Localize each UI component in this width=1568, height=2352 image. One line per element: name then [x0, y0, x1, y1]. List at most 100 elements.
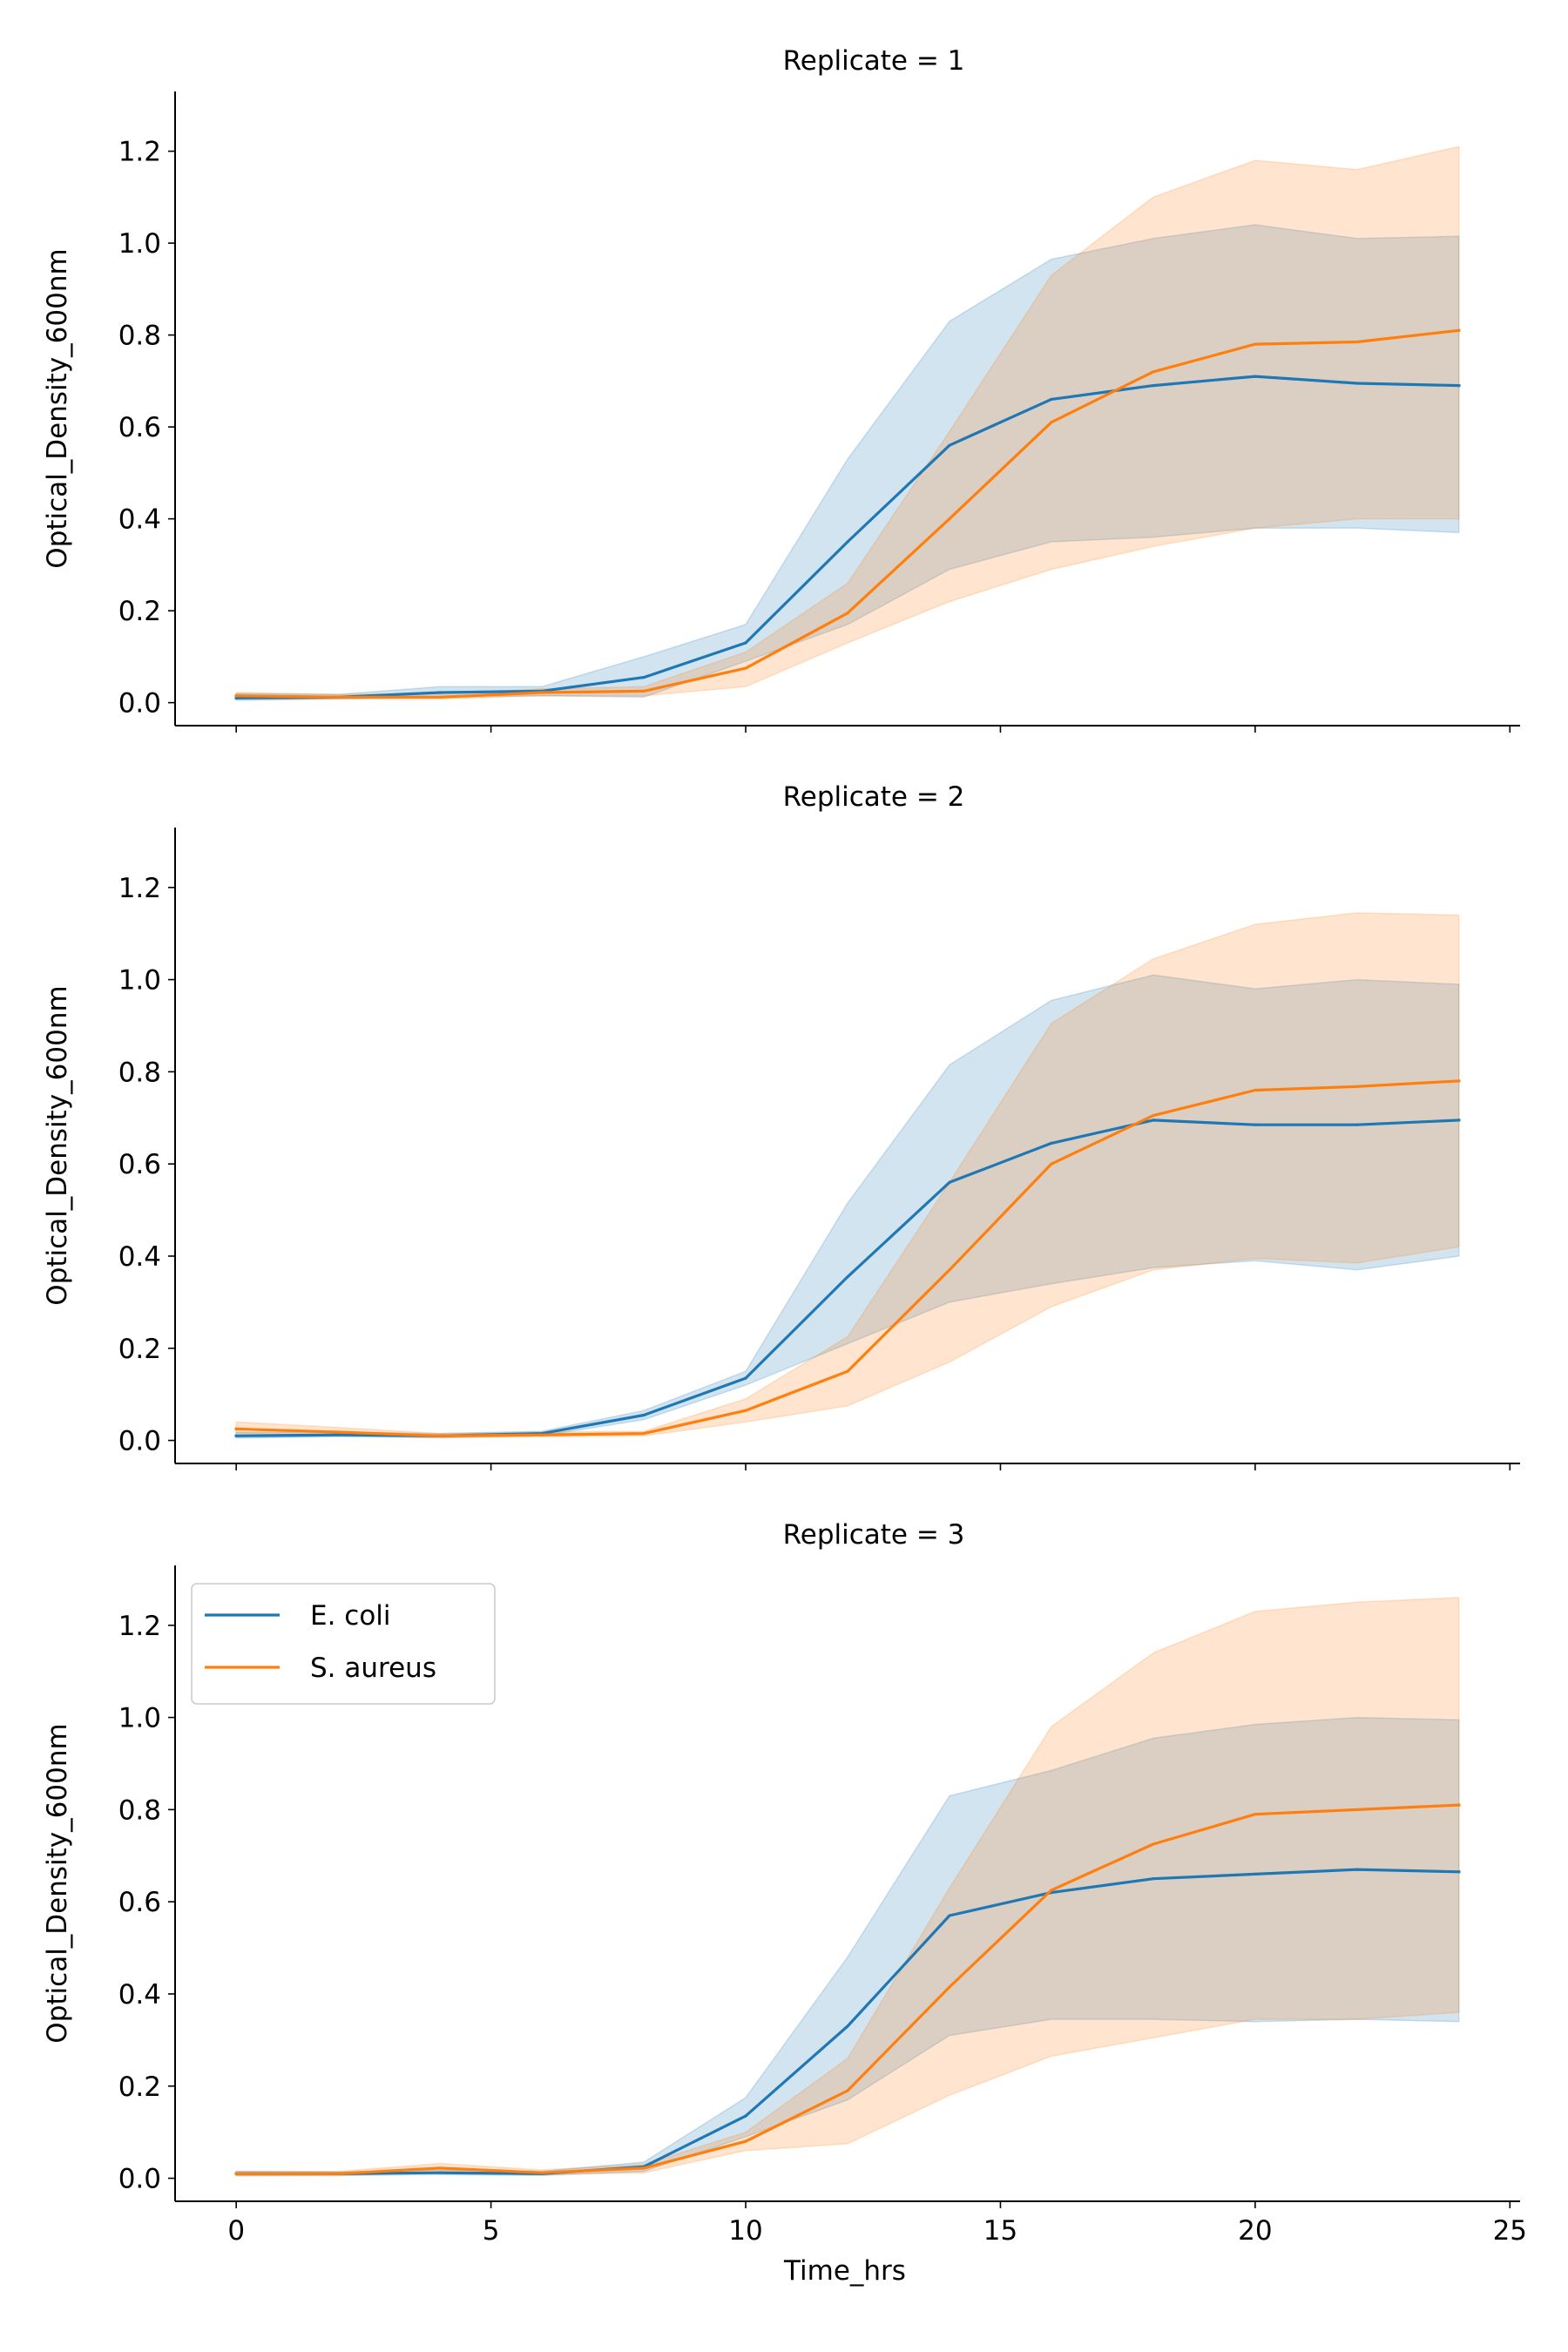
data-point-saureus — [540, 2171, 544, 2174]
y-tick-label: 0.4 — [118, 1241, 161, 1273]
data-point-saureus — [642, 1432, 645, 1436]
data-point-ecoli — [846, 1275, 849, 1279]
data-point-saureus — [1050, 1889, 1053, 1892]
data-point-ecoli — [948, 1180, 951, 1184]
y-tick-label: 1.0 — [118, 965, 161, 997]
legend-label-ecoli: E. coli — [310, 1600, 391, 1632]
y-axis-label: Optical_Density_600nm — [42, 1723, 73, 2043]
data-point-saureus — [744, 2139, 747, 2143]
y-axis-label: Optical_Density_600nm — [42, 248, 73, 568]
data-point-ecoli — [642, 676, 645, 679]
data-point-ecoli — [336, 1433, 340, 1436]
data-point-saureus — [1152, 1114, 1155, 1118]
y-tick-label: 1.2 — [118, 873, 161, 904]
data-point-saureus — [1152, 1842, 1155, 1846]
data-point-saureus — [948, 1985, 951, 1989]
data-point-ecoli — [1152, 1877, 1155, 1881]
y-tick-label: 0.4 — [118, 504, 161, 536]
data-point-saureus — [744, 1409, 747, 1412]
data-point-ecoli — [1457, 384, 1461, 388]
data-point-saureus — [336, 1430, 340, 1434]
data-point-ecoli — [1355, 382, 1359, 385]
data-point-saureus — [1457, 1079, 1461, 1083]
data-point-saureus — [1254, 1813, 1257, 1816]
data-point-saureus — [846, 1369, 849, 1373]
y-tick-label: 0.6 — [118, 1887, 161, 1918]
panel-title: Replicate = 2 — [783, 781, 965, 813]
data-point-ecoli — [1152, 1119, 1155, 1122]
data-point-ecoli — [1050, 1141, 1053, 1145]
data-point-saureus — [846, 2089, 849, 2092]
data-point-ecoli — [234, 1434, 238, 1437]
y-tick-label: 0.0 — [118, 1426, 161, 1457]
data-point-ecoli — [846, 540, 849, 544]
y-tick-label: 0.2 — [118, 2072, 161, 2103]
data-point-ecoli — [1152, 384, 1155, 388]
data-point-saureus — [234, 1427, 238, 1430]
x-tick-label: 0 — [227, 2215, 245, 2247]
y-tick-label: 1.0 — [118, 228, 161, 260]
confidence-band-ecoli — [235, 224, 1460, 701]
legend-label-saureus: S. aureus — [310, 1652, 436, 1684]
legend: E. coli S. aureus — [191, 1583, 496, 1705]
data-point-ecoli — [1254, 375, 1257, 378]
data-point-saureus — [438, 2166, 442, 2170]
y-tick-label: 0.2 — [118, 1334, 161, 1365]
data-point-saureus — [642, 689, 645, 693]
data-point-ecoli — [948, 443, 951, 447]
data-point-saureus — [336, 2172, 340, 2175]
data-point-ecoli — [1457, 1119, 1461, 1122]
panel-replicate-3: 0.0 0.2 0.4 0.6 0.8 1.0 1.2 0 5 10 15 20 25 Replicate… — [42, 1519, 1527, 2287]
y-tick-label: 0.2 — [118, 596, 161, 627]
data-point-saureus — [948, 1268, 951, 1272]
y-tick-label: 0.6 — [118, 412, 161, 443]
data-point-saureus — [1152, 370, 1155, 374]
y-tick-label: 0.0 — [118, 2164, 161, 2195]
confidence-band-saureus — [235, 912, 1460, 1439]
data-point-saureus — [948, 517, 951, 521]
data-point-saureus — [336, 695, 340, 699]
data-point-saureus — [438, 695, 442, 699]
y-tick-label: 0.0 — [118, 688, 161, 720]
data-point-ecoli — [846, 2024, 849, 2028]
data-point-ecoli — [1254, 1872, 1257, 1876]
x-tick-label: 5 — [483, 2215, 500, 2247]
data-point-saureus — [744, 666, 747, 670]
data-point-saureus — [234, 694, 238, 698]
y-tick-label: 0.6 — [118, 1149, 161, 1180]
data-point-ecoli — [642, 1413, 645, 1417]
data-point-saureus — [1254, 1088, 1257, 1092]
data-point-ecoli — [438, 2171, 442, 2174]
confidence-band-ecoli — [235, 1716, 1460, 2177]
y-tick-label: 1.2 — [118, 1611, 161, 1642]
confidence-band-saureus — [235, 145, 1460, 700]
data-point-saureus — [1050, 1162, 1053, 1166]
data-point-saureus — [846, 612, 849, 615]
data-point-saureus — [1050, 421, 1053, 424]
data-point-ecoli — [948, 1914, 951, 1917]
confidence-band-saureus — [235, 1597, 1460, 2177]
data-point-ecoli — [438, 691, 442, 694]
data-point-ecoli — [1050, 397, 1053, 401]
y-tick-label: 0.4 — [118, 1979, 161, 2011]
x-tick-label: 20 — [1238, 2215, 1272, 2247]
panel-title: Replicate = 3 — [783, 1519, 965, 1551]
data-point-ecoli — [1355, 1123, 1359, 1126]
data-point-saureus — [1457, 1803, 1461, 1807]
panel-title: Replicate = 1 — [783, 45, 965, 77]
x-axis-label: Time_hrs — [783, 2255, 906, 2287]
x-tick-label: 25 — [1493, 2215, 1527, 2247]
y-tick-label: 0.8 — [118, 1057, 161, 1088]
data-point-saureus — [1355, 1808, 1359, 1811]
x-tick-label: 15 — [983, 2215, 1017, 2247]
data-point-saureus — [642, 2166, 645, 2170]
data-point-saureus — [540, 1433, 544, 1436]
data-point-ecoli — [1254, 1123, 1257, 1126]
y-tick-label: 0.8 — [118, 1794, 161, 1826]
data-point-saureus — [1355, 340, 1359, 344]
data-point-saureus — [438, 1434, 442, 1437]
x-tick-label: 10 — [728, 2215, 762, 2247]
data-point-saureus — [540, 691, 544, 694]
data-point-ecoli — [234, 696, 238, 700]
